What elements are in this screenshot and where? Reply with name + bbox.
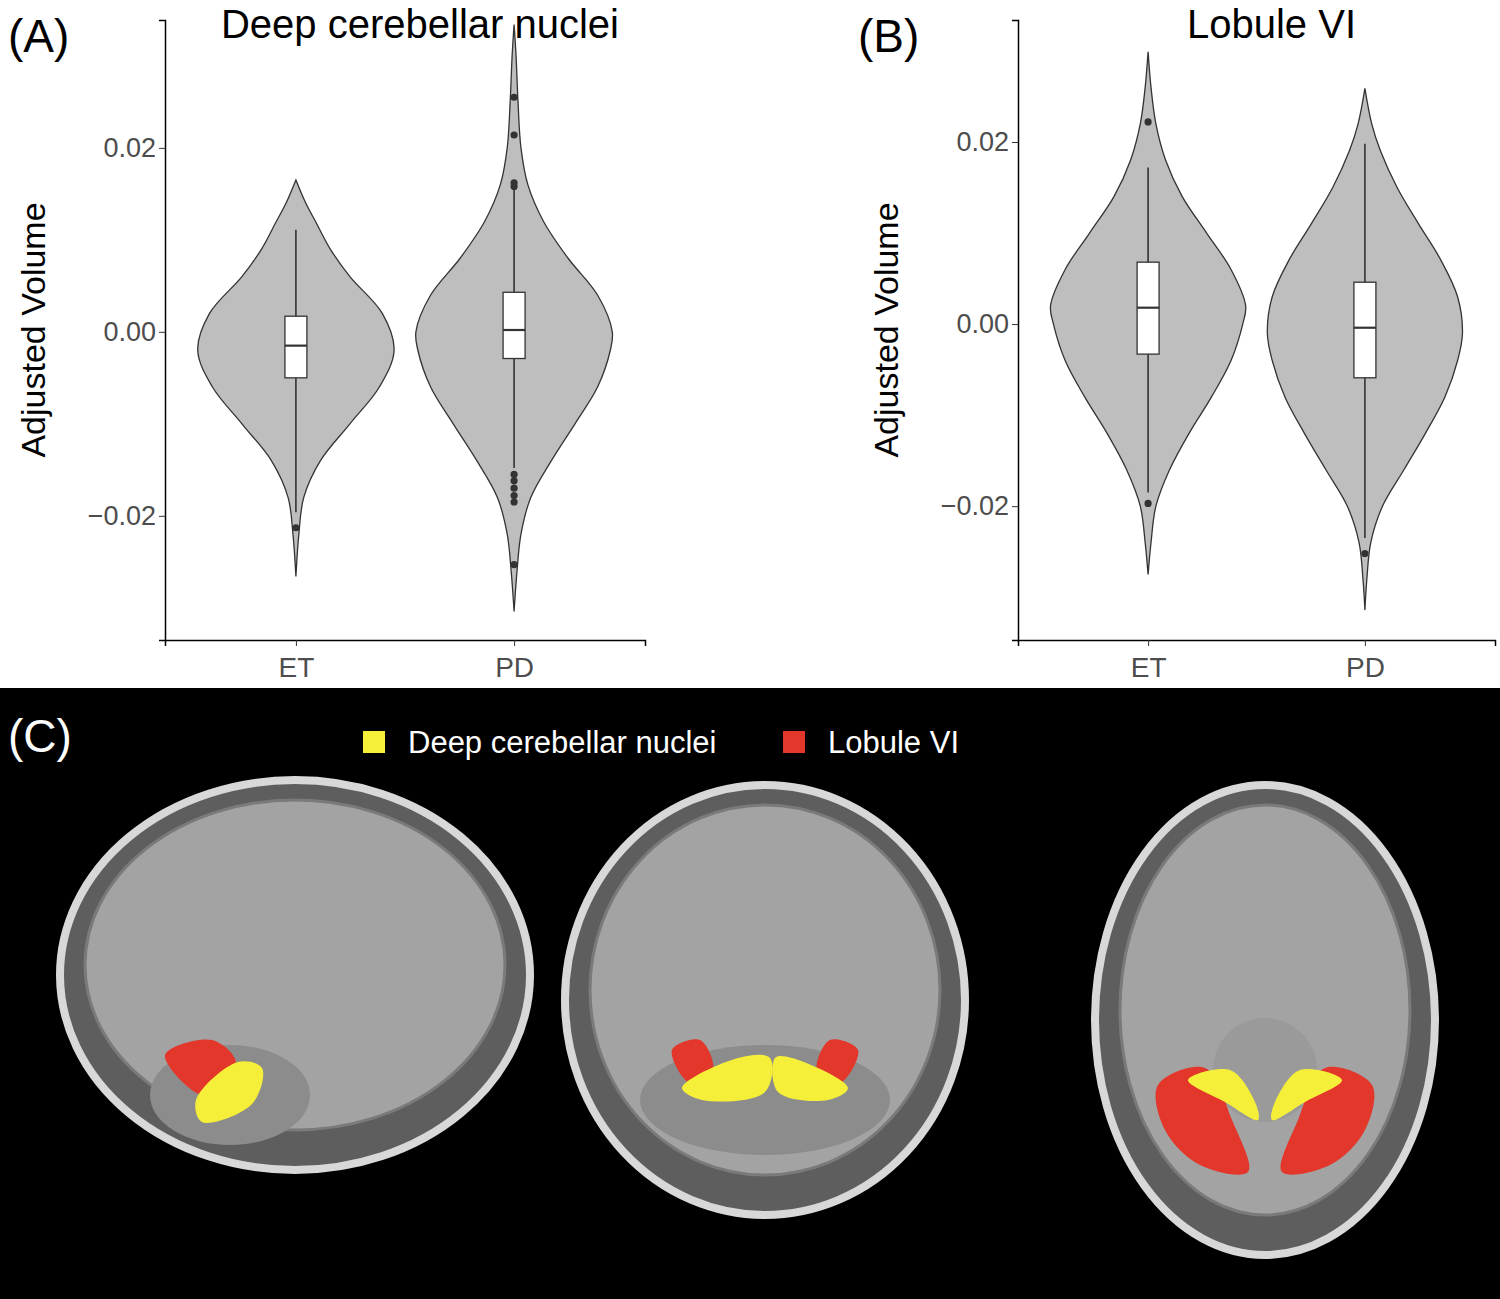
y-tick: −0.02 (88, 501, 165, 531)
panel-label: (C) (8, 710, 72, 762)
y-tick-label: 0.02 (103, 133, 156, 163)
region (1271, 1069, 1342, 1120)
outlier (510, 485, 517, 492)
y-tick-mark (159, 332, 165, 333)
outlier (1144, 118, 1151, 125)
outlier (510, 131, 517, 138)
brain (590, 805, 940, 1175)
figure: −0.02 0.00 0.02 ET PD Deep cerebellar nuclei (… (0, 0, 1500, 1299)
y-tick: 0.02 (103, 133, 165, 163)
head-outline (1095, 785, 1435, 1255)
y-axis-title: Adjusted Volume (14, 202, 52, 457)
y-axis-line (1012, 21, 1019, 641)
legend-label: Lobule VI (828, 725, 959, 760)
outlier (510, 492, 517, 499)
x-tick-label: PD (1346, 652, 1385, 683)
x-axis-line (166, 641, 646, 647)
violin (1050, 52, 1245, 575)
outlier (1361, 550, 1368, 557)
panel-c: Deep cerebellar nuclei Lobule VI (C) (0, 688, 1500, 1299)
y-tick-mark (1012, 506, 1018, 507)
median (1137, 307, 1159, 309)
outlier (1144, 500, 1151, 507)
x-tick: ET (1131, 640, 1167, 683)
x-tick: PD (1346, 640, 1385, 683)
x-tick: PD (495, 640, 534, 683)
region (682, 1055, 773, 1102)
box (285, 316, 307, 378)
y-tick: 0.00 (103, 317, 165, 347)
y-tick: 0.02 (956, 127, 1018, 157)
legend-swatch (783, 731, 805, 753)
chart-panel: −0.02 0.00 0.02 ET PD Lobule VI (B) Adjusted Vo… (858, 2, 1496, 683)
panel-label: (A) (8, 10, 69, 62)
panel-c-background (0, 688, 1500, 1299)
median (285, 345, 307, 347)
head-outline (565, 785, 965, 1215)
y-tick-label: 0.00 (956, 309, 1009, 339)
x-tick-mark (1365, 640, 1366, 646)
x-tick-mark (1148, 640, 1149, 646)
legend-label: Deep cerebellar nuclei (408, 725, 716, 760)
y-tick-mark (1012, 324, 1018, 325)
panel-label: (B) (858, 10, 919, 62)
x-axis: ET PD (1019, 640, 1496, 683)
brain (1120, 805, 1410, 1215)
x-tick-mark (514, 640, 515, 646)
y-tick-mark (1012, 142, 1018, 143)
outlier (292, 524, 299, 531)
outlier (510, 561, 517, 568)
region (772, 1056, 848, 1101)
y-axis-line (159, 21, 166, 641)
y-tick-label: 0.02 (956, 127, 1009, 157)
y-axis: −0.02 0.00 0.02 (88, 21, 166, 641)
outlier (510, 183, 517, 190)
chart-title: Lobule VI (1187, 2, 1356, 46)
violin (1267, 88, 1462, 610)
box (1137, 262, 1159, 354)
x-tick-mark (296, 640, 297, 646)
outlier (510, 477, 517, 484)
outlier (510, 471, 517, 478)
y-tick-label: 0.00 (103, 317, 156, 347)
box (1354, 282, 1376, 378)
x-tick: ET (279, 640, 315, 683)
plot-marks (1050, 52, 1462, 610)
y-tick: −0.02 (941, 491, 1018, 521)
legend-swatch (363, 731, 385, 753)
outlier (510, 498, 517, 505)
box (503, 292, 525, 358)
outlier (510, 94, 517, 101)
head-outline (60, 780, 530, 1170)
y-tick-label: −0.02 (88, 501, 156, 531)
median (1354, 327, 1376, 329)
x-tick-label: ET (279, 652, 315, 683)
y-tick-mark (159, 516, 165, 517)
x-tick-label: ET (1131, 652, 1167, 683)
y-tick: 0.00 (956, 309, 1018, 339)
median (503, 329, 525, 331)
y-axis: −0.02 0.00 0.02 (941, 21, 1019, 641)
violin (416, 25, 613, 612)
y-axis-title: Adjusted Volume (867, 202, 905, 457)
x-tick-label: PD (495, 652, 534, 683)
region (195, 1061, 263, 1123)
chart-panel: −0.02 0.00 0.02 ET PD Deep cerebellar nuclei (… (8, 2, 646, 683)
y-tick-label: −0.02 (941, 491, 1009, 521)
x-axis-line (1019, 641, 1496, 647)
violin (198, 180, 394, 576)
chart-title: Deep cerebellar nuclei (221, 2, 619, 46)
plot-marks (198, 25, 613, 612)
x-axis: ET PD (166, 640, 646, 683)
y-tick-mark (159, 148, 165, 149)
region (1188, 1069, 1259, 1120)
